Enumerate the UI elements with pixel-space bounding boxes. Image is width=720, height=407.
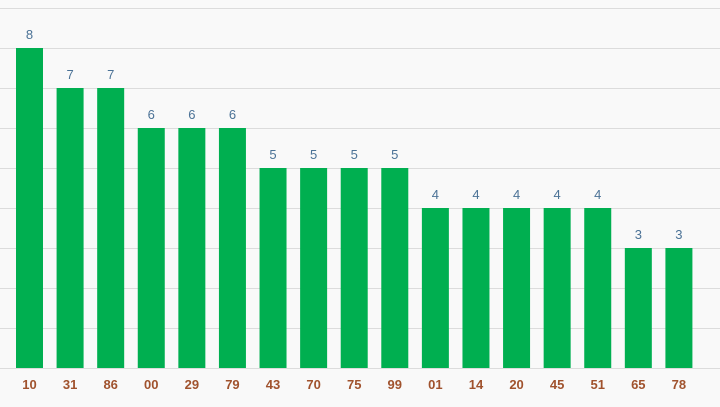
x-tick-70: 70 (306, 377, 320, 392)
value-label-14: 4 (472, 187, 479, 202)
value-label-01: 4 (432, 187, 439, 202)
value-label-65: 3 (635, 227, 642, 242)
value-label-79: 6 (229, 107, 236, 122)
bar-70[interactable] (300, 168, 328, 368)
x-tick-99: 99 (388, 377, 402, 392)
bar-86[interactable] (97, 88, 125, 368)
x-tick-75: 75 (347, 377, 361, 392)
bar-78[interactable] (665, 248, 693, 368)
bar-43[interactable] (259, 168, 287, 368)
value-label-31: 7 (66, 67, 73, 82)
value-label-86: 7 (107, 67, 114, 82)
value-label-10: 8 (26, 27, 33, 42)
bar-75[interactable] (340, 168, 368, 368)
x-tick-10: 10 (22, 377, 36, 392)
bar-99[interactable] (381, 168, 409, 368)
bar-51[interactable] (584, 208, 612, 368)
x-tick-31: 31 (63, 377, 77, 392)
value-label-51: 4 (594, 187, 601, 202)
bar-01[interactable] (421, 208, 449, 368)
value-label-45: 4 (554, 187, 561, 202)
bars (16, 48, 693, 368)
bar-29[interactable] (178, 128, 206, 368)
x-tick-86: 86 (103, 377, 117, 392)
x-tick-20: 20 (509, 377, 523, 392)
x-tick-14: 14 (469, 377, 484, 392)
x-tick-labels: 10 31 86 00 29 79 43 70 75 99 01 14 20 45 51 65 78 (22, 377, 686, 392)
value-label-43: 5 (269, 147, 276, 162)
value-label-99: 5 (391, 147, 398, 162)
x-tick-51: 51 (591, 377, 605, 392)
value-label-75: 5 (351, 147, 358, 162)
x-tick-00: 00 (144, 377, 158, 392)
bar-45[interactable] (543, 208, 571, 368)
x-tick-29: 29 (185, 377, 199, 392)
value-label-00: 6 (148, 107, 155, 122)
bar-79[interactable] (218, 128, 246, 368)
bar-14[interactable] (462, 208, 490, 368)
value-label-29: 6 (188, 107, 195, 122)
bar-31[interactable] (56, 88, 84, 368)
x-tick-65: 65 (631, 377, 645, 392)
value-label-78: 3 (675, 227, 682, 242)
bar-10[interactable] (16, 48, 43, 368)
bar-00[interactable] (137, 128, 165, 368)
value-label-20: 4 (513, 187, 520, 202)
bar-65[interactable] (624, 248, 652, 368)
x-tick-43: 43 (266, 377, 280, 392)
x-tick-45: 45 (550, 377, 564, 392)
value-label-70: 5 (310, 147, 317, 162)
value-labels: 8 7 7 6 6 6 5 5 5 5 4 4 4 4 4 3 3 (26, 27, 683, 242)
bar-20[interactable] (503, 208, 531, 368)
x-tick-78: 78 (672, 377, 686, 392)
x-tick-79: 79 (225, 377, 239, 392)
x-tick-01: 01 (428, 377, 442, 392)
